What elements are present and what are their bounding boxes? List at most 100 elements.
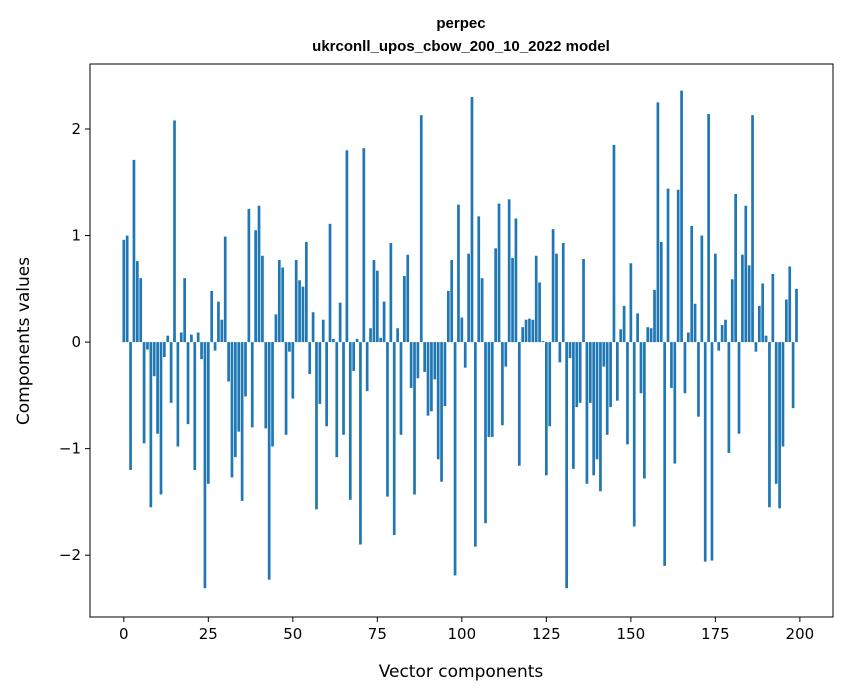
bar-199 — [795, 288, 798, 343]
y-tick-label: 0 — [71, 333, 81, 351]
bar-87 — [416, 342, 420, 379]
bar-12 — [163, 342, 166, 358]
bar-36 — [244, 342, 247, 397]
bar-29 — [220, 319, 224, 343]
bar-146 — [615, 342, 619, 401]
bar-176 — [717, 342, 721, 351]
bar-2 — [129, 342, 132, 470]
bar-130 — [561, 243, 565, 343]
bar-69 — [355, 338, 359, 343]
bar-175 — [714, 253, 717, 343]
bar-190 — [764, 335, 768, 343]
bar-173 — [707, 114, 710, 343]
bar-54 — [304, 241, 308, 343]
bar-189 — [761, 283, 765, 343]
y-axis-ticks: −2 −1 0 1 2 — [59, 120, 90, 564]
bar-46 — [277, 260, 281, 343]
bar-124 — [541, 341, 545, 343]
bar-89 — [423, 342, 427, 372]
bar-74 — [372, 260, 376, 343]
bar-15 — [173, 120, 176, 343]
bar-104 — [474, 342, 477, 547]
bar-96 — [446, 290, 450, 343]
bar-39 — [254, 230, 257, 343]
bar-159 — [659, 241, 663, 343]
bar-187 — [754, 342, 758, 352]
bar-154 — [643, 342, 646, 479]
x-tick-label: 50 — [283, 625, 302, 643]
bar-24 — [203, 342, 207, 589]
bar-185 — [747, 265, 751, 343]
bar-186 — [751, 115, 754, 343]
bar-5 — [139, 278, 143, 343]
bar-41 — [261, 255, 264, 343]
bar-131 — [565, 342, 568, 589]
bar-149 — [626, 342, 629, 445]
bar-92 — [433, 342, 437, 380]
bar-71 — [362, 148, 366, 343]
bar-177 — [720, 325, 724, 343]
bar-105 — [477, 216, 481, 343]
bar-109 — [490, 342, 494, 437]
chart-title: perpec — [436, 15, 485, 32]
bar-179 — [727, 342, 731, 453]
bars-group — [122, 90, 798, 589]
bar-194 — [778, 342, 781, 509]
x-tick-label: 100 — [448, 625, 477, 643]
bar-68 — [352, 342, 356, 371]
bar-0 — [122, 239, 126, 343]
bar-75 — [375, 270, 379, 343]
bar-97 — [450, 260, 454, 343]
bar-111 — [497, 203, 501, 343]
bar-38 — [250, 342, 254, 428]
bar-172 — [703, 342, 707, 562]
bar-35 — [240, 342, 244, 501]
bar-95 — [443, 342, 447, 407]
y-tick-label: −2 — [59, 546, 81, 564]
bar-11 — [159, 342, 163, 495]
x-tick-label: 125 — [532, 625, 561, 643]
bar-168 — [690, 225, 694, 343]
bar-184 — [744, 205, 748, 343]
bar-160 — [663, 342, 667, 566]
bar-33 — [234, 342, 237, 458]
bar-53 — [301, 286, 305, 343]
bar-192 — [771, 273, 775, 343]
bar-135 — [578, 342, 582, 403]
bar-23 — [200, 342, 203, 360]
bar-7 — [146, 342, 149, 350]
bar-181 — [734, 193, 737, 343]
chart-subtitle: ukrconll_upos_cbow_200_10_2022 model — [312, 38, 610, 55]
bar-17 — [179, 332, 183, 343]
y-tick-label: −1 — [59, 440, 81, 458]
bar-126 — [548, 342, 552, 427]
bar-64 — [338, 302, 342, 343]
bar-163 — [673, 342, 677, 464]
bar-121 — [531, 319, 535, 343]
bar-137 — [585, 342, 589, 484]
bar-88 — [419, 115, 423, 343]
bar-40 — [257, 205, 261, 343]
bar-133 — [572, 342, 575, 469]
bar-98 — [453, 342, 457, 576]
bar-100 — [460, 317, 464, 343]
bar-47 — [281, 267, 285, 343]
bar-57 — [315, 342, 318, 510]
bar-114 — [507, 199, 511, 343]
bar-155 — [646, 327, 650, 343]
bar-70 — [359, 342, 362, 545]
bar-144 — [609, 342, 612, 408]
bar-10 — [156, 342, 159, 434]
bar-141 — [599, 342, 602, 492]
bar-63 — [335, 342, 339, 458]
bar-31 — [227, 342, 230, 382]
bar-150 — [629, 263, 633, 343]
bar-195 — [781, 342, 785, 447]
bar-157 — [653, 289, 656, 343]
bar-183 — [741, 254, 744, 343]
bar-9 — [152, 342, 156, 377]
bar-84 — [406, 254, 410, 343]
bar-45 — [274, 314, 278, 343]
x-tick-label: 25 — [199, 625, 218, 643]
